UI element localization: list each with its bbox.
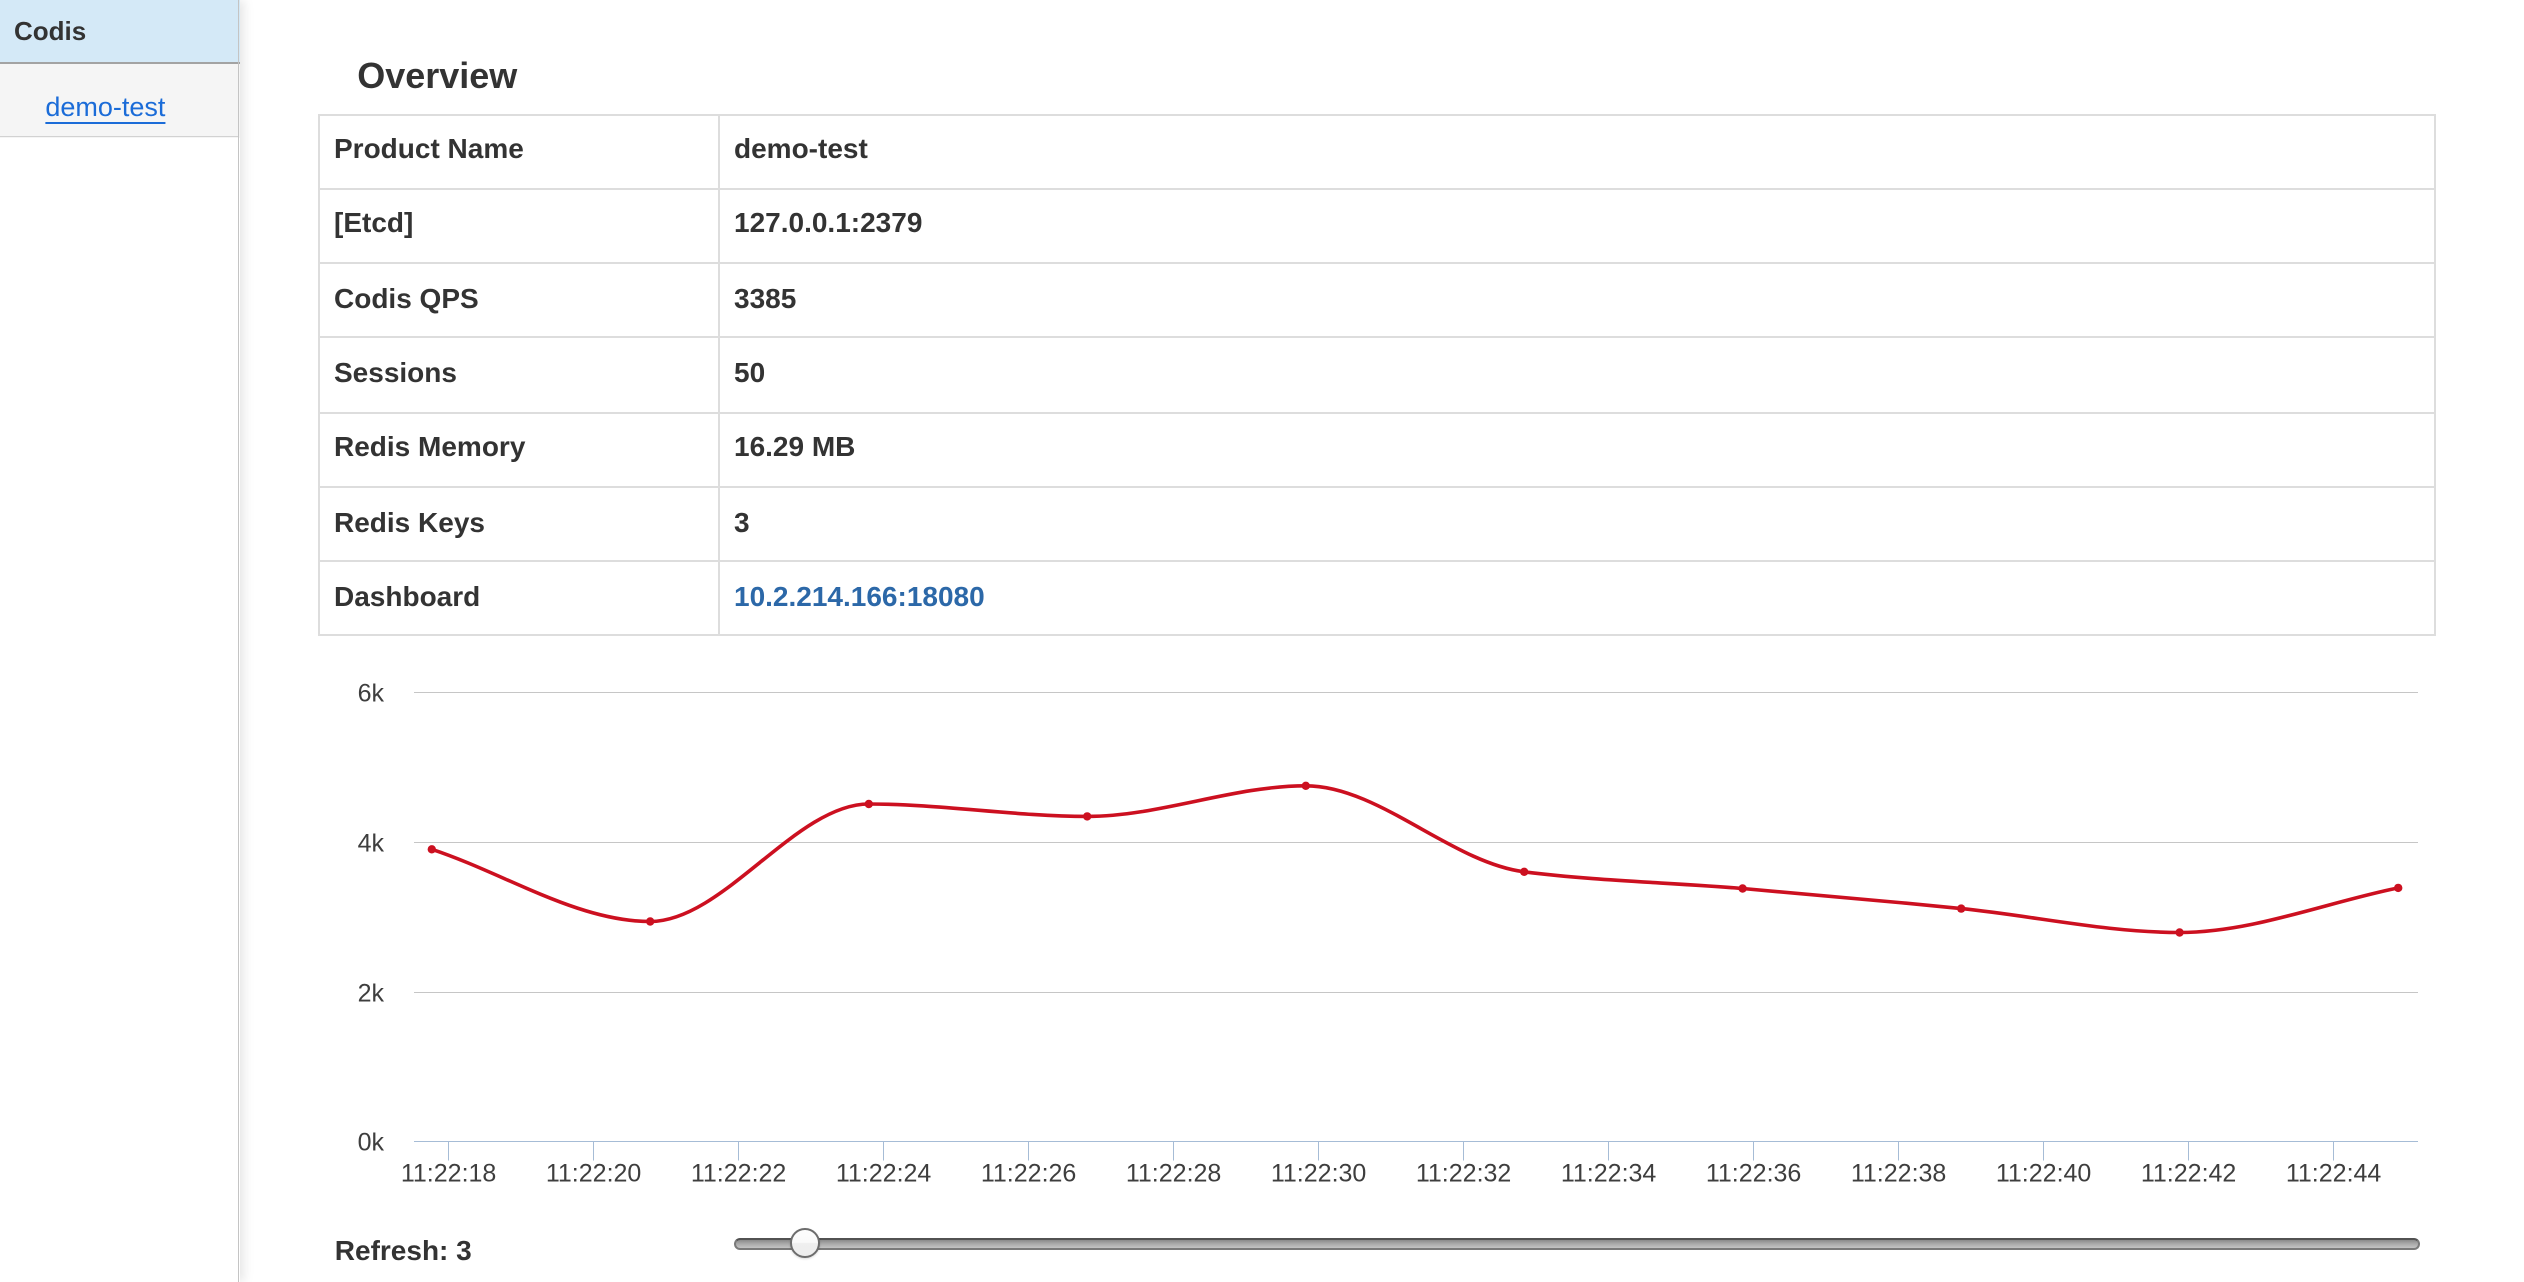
svg-text:11:22:30: 11:22:30 <box>1271 1159 1366 1187</box>
svg-text:11:22:22: 11:22:22 <box>691 1159 786 1187</box>
svg-text:11:22:44: 11:22:44 <box>2286 1159 2382 1187</box>
svg-text:11:22:40: 11:22:40 <box>1996 1159 2091 1187</box>
svg-text:11:22:18: 11:22:18 <box>401 1159 496 1187</box>
svg-text:11:22:36: 11:22:36 <box>1706 1159 1801 1187</box>
svg-text:11:22:34: 11:22:34 <box>1561 1159 1657 1187</box>
svg-text:11:22:24: 11:22:24 <box>836 1159 932 1187</box>
svg-text:4k: 4k <box>358 830 385 858</box>
svg-text:11:22:32: 11:22:32 <box>1416 1159 1511 1187</box>
svg-text:11:22:26: 11:22:26 <box>981 1159 1076 1187</box>
svg-text:2k: 2k <box>358 980 385 1008</box>
svg-text:11:22:20: 11:22:20 <box>546 1159 641 1187</box>
svg-text:11:22:28: 11:22:28 <box>1126 1159 1221 1187</box>
svg-text:11:22:38: 11:22:38 <box>1851 1159 1946 1187</box>
svg-text:0k: 0k <box>358 1129 385 1157</box>
svg-text:6k: 6k <box>358 680 385 708</box>
svg-text:11:22:42: 11:22:42 <box>2141 1159 2236 1187</box>
